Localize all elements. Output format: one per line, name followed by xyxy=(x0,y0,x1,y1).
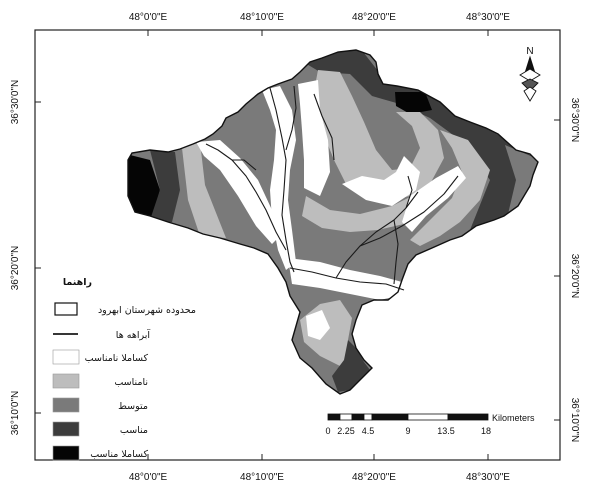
top-lon-label: 48°0'0"E xyxy=(129,12,168,23)
legend-class-swatch xyxy=(52,421,80,437)
left-lat-label: 36°30'0"N xyxy=(10,80,21,125)
frame-ticks xyxy=(35,30,560,460)
zone-unsuitable-band-3 xyxy=(302,196,420,232)
zone-unsuitable-west xyxy=(182,142,226,238)
scale-tick-label: 9 xyxy=(405,426,410,436)
top-coordinate-labels: 48°0'0"E 48°10'0"E 48°20'0"E 48°30'0"E xyxy=(129,12,510,23)
zone-moderate-east xyxy=(505,145,538,214)
scale-tick-label: 18 xyxy=(481,426,491,436)
left-coordinate-labels: 36°30'0"N 36°20'0"N 36°10'0"N xyxy=(10,80,21,436)
bottom-lon-label: 48°10'0"E xyxy=(240,472,284,483)
scale-tick-label: 13.5 xyxy=(437,426,455,436)
zone-unsuitable-band-2 xyxy=(410,130,490,246)
river-network xyxy=(205,85,459,291)
legend-boundary-label: محدوده شهرستان ابهرود xyxy=(98,305,196,316)
river xyxy=(269,87,295,273)
zone-very-unsuitable-corridor-2 xyxy=(196,140,280,244)
river xyxy=(289,267,405,291)
left-lat-label: 36°20'0"N xyxy=(10,246,21,291)
right-coordinate-labels: 36°30'0"N 36°20'0"N 36°10'0"N xyxy=(569,98,580,443)
river xyxy=(393,219,399,285)
zone-very-suitable-west xyxy=(128,150,160,230)
legend-boundary-swatch xyxy=(54,302,78,316)
scale-bar: Kilometers 0 2.25 4.5 9 13.5 18 xyxy=(325,413,535,436)
zone-very-suitable-north xyxy=(395,92,432,114)
legend-class-label: كساملا مناسب xyxy=(90,449,148,460)
zone-very-unsuitable-corridor-3 xyxy=(298,80,330,196)
river xyxy=(285,85,297,151)
legend-class-label: مناسب xyxy=(120,425,148,436)
legend-river-label: آبراهه ها xyxy=(116,328,151,341)
legend-class-swatch xyxy=(52,445,80,461)
river xyxy=(313,93,335,161)
scale-tick-label: 2.25 xyxy=(337,426,355,436)
north-letter: N xyxy=(526,46,533,57)
bottom-lon-label: 48°20'0"E xyxy=(352,472,396,483)
scale-unit-label: Kilometers xyxy=(492,413,535,423)
compass-rose-icon xyxy=(519,55,541,102)
north-arrow: N xyxy=(519,46,541,102)
bottom-lon-label: 48°30'0"E xyxy=(466,472,510,483)
zone-suitable-west xyxy=(148,150,180,226)
top-lon-label: 48°30'0"E xyxy=(466,12,510,23)
scale-bar-segments xyxy=(327,413,489,421)
legend-class-label: نامناسب xyxy=(114,377,148,388)
zone-suitable-north xyxy=(300,50,538,230)
scale-tick-label: 4.5 xyxy=(362,426,375,436)
legend-class-swatch xyxy=(52,349,80,365)
legend: راهنما محدوده شهرستان ابهرود آبراهه ها xyxy=(53,277,196,341)
legend-class-swatch xyxy=(52,397,80,413)
right-lat-label: 36°20'0"N xyxy=(569,254,580,299)
bottom-coordinate-labels: 48°0'0"E 48°10'0"E 48°20'0"E 48°30'0"E xyxy=(129,472,510,483)
legend-class-label: كساملا نامناسب xyxy=(85,353,149,364)
right-lat-label: 36°30'0"N xyxy=(569,98,580,143)
county-boundary xyxy=(127,49,539,395)
legend-title: راهنما xyxy=(63,277,92,288)
scale-tick-label: 0 xyxy=(325,426,330,436)
legend-classes: كساملا نامناسب نامناسب متوسط مناسب كساملا من… xyxy=(52,349,149,461)
zone-very-unsuitable-corridor-4 xyxy=(342,156,420,206)
legend-class-label: متوسط xyxy=(118,401,148,412)
zone-very-unsuitable-corridor-1 xyxy=(262,86,296,270)
bottom-lon-label: 48°0'0"E xyxy=(129,472,168,483)
top-lon-label: 48°10'0"E xyxy=(240,12,284,23)
right-lat-label: 36°10'0"N xyxy=(569,398,580,443)
river xyxy=(232,159,257,171)
top-lon-label: 48°20'0"E xyxy=(352,12,396,23)
suitability-zones xyxy=(128,50,538,394)
map-frame xyxy=(34,29,561,461)
left-lat-label: 36°10'0"N xyxy=(10,391,21,436)
zone-very-unsuitable-corridor-7 xyxy=(306,310,330,340)
river xyxy=(405,175,413,209)
river xyxy=(359,175,459,247)
legend-class-swatch xyxy=(52,373,80,389)
river xyxy=(205,143,287,251)
